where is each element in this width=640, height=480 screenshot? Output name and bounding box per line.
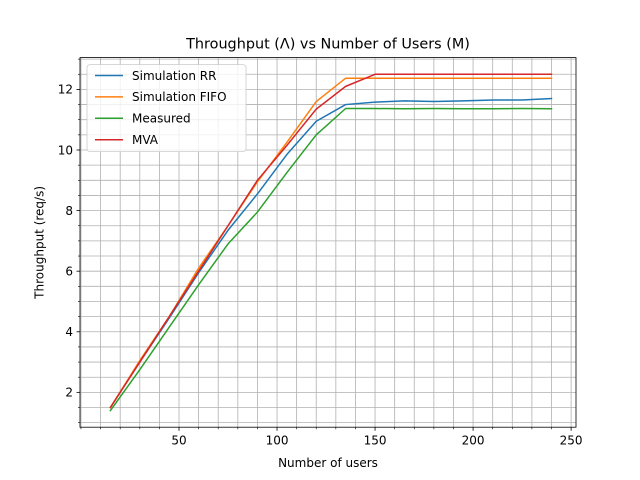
y-tick-label: 10 bbox=[58, 143, 73, 157]
legend-label-measured: Measured bbox=[132, 112, 191, 126]
x-tick-label: 150 bbox=[364, 434, 387, 448]
x-tick-label: 200 bbox=[462, 434, 485, 448]
y-tick-label: 12 bbox=[58, 83, 73, 97]
legend-label-simulation-rr: Simulation RR bbox=[132, 69, 216, 83]
legend: Simulation RR Simulation FIFO Measured MVA bbox=[86, 64, 247, 152]
y-tick-label: 2 bbox=[65, 386, 73, 400]
x-tick-label: 250 bbox=[560, 434, 583, 448]
ticks-layer: 50 100 150 200 250 2 4 6 8 10 12 bbox=[58, 58, 583, 448]
x-tick-label: 100 bbox=[266, 434, 289, 448]
legend-label-mva: MVA bbox=[132, 133, 159, 147]
series-line-measured bbox=[109, 107, 553, 412]
x-tick-label: 50 bbox=[171, 434, 186, 448]
series-line-simulation-rr bbox=[109, 97, 553, 409]
x-axis-label: Number of users bbox=[278, 456, 378, 470]
y-tick-label: 8 bbox=[65, 204, 73, 218]
legend-box bbox=[86, 64, 247, 152]
y-tick-label: 4 bbox=[65, 325, 73, 339]
y-axis-label: Throughput (req/s) bbox=[33, 186, 47, 300]
plot-frame bbox=[79, 57, 577, 428]
chart-title: Throughput (Λ) vs Number of Users (M) bbox=[185, 37, 470, 53]
series-layer bbox=[109, 73, 553, 412]
legend-label-simulation-fifo: Simulation FIFO bbox=[132, 90, 227, 104]
series-line-simulation-fifo bbox=[109, 77, 553, 409]
series-line-mva bbox=[109, 73, 553, 409]
y-tick-label: 6 bbox=[65, 264, 73, 278]
